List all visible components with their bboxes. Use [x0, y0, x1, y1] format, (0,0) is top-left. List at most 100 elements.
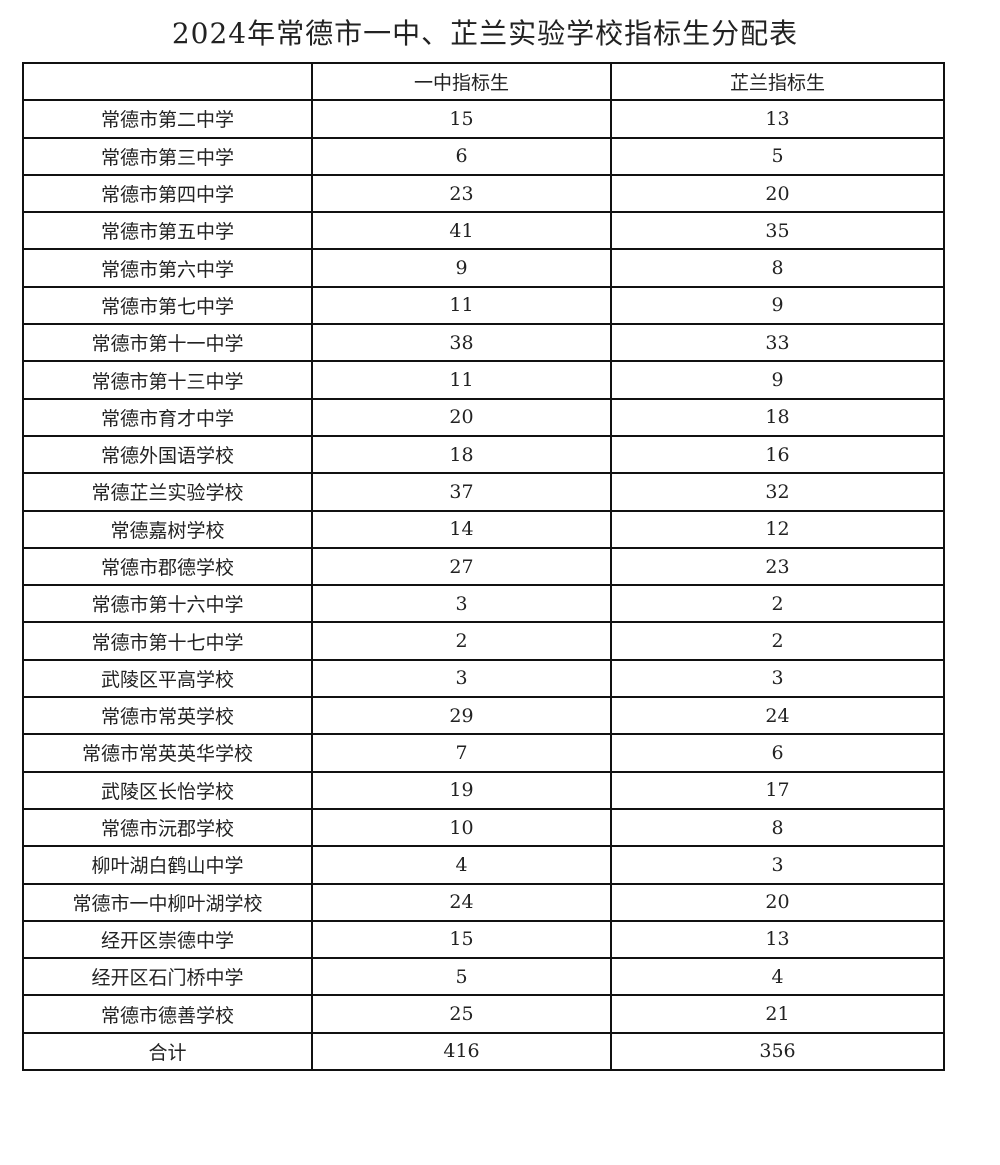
table-row: 常德市第六中学 9 8 [22, 248, 945, 288]
yizhong-quota-cell: 37 [311, 472, 612, 512]
table-row: 常德嘉树学校 14 12 [22, 509, 945, 549]
zhilan-quota-cell: 9 [610, 285, 945, 326]
zhilan-quota-cell: 9 [610, 360, 945, 400]
table-row: 常德市常英学校 29 24 [22, 696, 945, 736]
school-name-cell: 常德市第五中学 [22, 211, 313, 251]
table-row: 常德芷兰实验学校 37 32 [22, 472, 945, 512]
school-name-cell: 常德市德善学校 [22, 994, 313, 1034]
table-row: 常德市第三中学 6 5 [22, 136, 945, 176]
school-name-cell: 经开区石门桥中学 [22, 957, 313, 997]
zhilan-quota-cell: 35 [610, 211, 945, 251]
yizhong-quota-cell: 29 [311, 696, 612, 736]
school-name-cell: 武陵区平高学校 [22, 658, 313, 699]
school-name-cell: 常德芷兰实验学校 [22, 472, 313, 512]
header-cell-zhilan: 芷兰指标生 [610, 61, 945, 102]
zhilan-quota-cell: 13 [610, 99, 945, 139]
yizhong-quota-cell: 14 [311, 509, 612, 549]
school-name-cell: 常德市第七中学 [22, 285, 313, 326]
zhilan-quota-cell: 2 [610, 584, 945, 624]
school-name-cell: 常德市第十三中学 [22, 360, 313, 400]
zhilan-quota-cell: 6 [610, 733, 945, 773]
zhilan-quota-cell: 16 [610, 434, 945, 475]
zhilan-quota-cell: 5 [610, 136, 945, 176]
yizhong-quota-cell: 4 [311, 845, 612, 885]
school-name-cell: 常德市第六中学 [22, 248, 313, 288]
zhilan-quota-cell: 20 [610, 882, 945, 922]
yizhong-quota-cell: 18 [311, 434, 612, 475]
yizhong-quota-cell: 11 [311, 285, 612, 326]
school-name-cell: 常德市常英英华学校 [22, 733, 313, 773]
zhilan-quota-cell: 13 [610, 919, 945, 960]
table-row: 常德市沅郡学校 10 8 [22, 807, 945, 848]
zhilan-quota-cell: 4 [610, 957, 945, 997]
school-name-cell: 常德市第三中学 [22, 136, 313, 176]
table-row: 常德市第七中学 11 9 [22, 285, 945, 326]
yizhong-quota-cell: 15 [311, 99, 612, 139]
school-name-cell: 常德市第十一中学 [22, 323, 313, 363]
table-row: 柳叶湖白鹤山中学 4 3 [22, 845, 945, 885]
yizhong-quota-cell: 24 [311, 882, 612, 922]
table-row: 常德市第十三中学 11 9 [22, 360, 945, 400]
yizhong-quota-cell: 7 [311, 733, 612, 773]
header-cell-school [22, 61, 313, 102]
yizhong-quota-cell: 41 [311, 211, 612, 251]
table-row: 常德市第十六中学 3 2 [22, 584, 945, 624]
total-zhilan-cell: 356 [610, 1031, 945, 1072]
total-yizhong-cell: 416 [311, 1031, 612, 1072]
yizhong-quota-cell: 10 [311, 807, 612, 848]
table-row: 常德市德善学校 25 21 [22, 994, 945, 1034]
yizhong-quota-cell: 23 [311, 173, 612, 214]
total-label-cell: 合计 [22, 1031, 313, 1072]
school-name-cell: 常德市育才中学 [22, 397, 313, 437]
yizhong-quota-cell: 9 [311, 248, 612, 288]
school-name-cell: 常德市第十六中学 [22, 584, 313, 624]
zhilan-quota-cell: 32 [610, 472, 945, 512]
table-row: 常德市第二中学 15 13 [22, 99, 945, 139]
header-cell-yizhong: 一中指标生 [311, 61, 612, 102]
zhilan-quota-cell: 20 [610, 173, 945, 214]
yizhong-quota-cell: 19 [311, 770, 612, 810]
table-row: 常德市第四中学 23 20 [22, 173, 945, 214]
table-row: 武陵区长怡学校 19 17 [22, 770, 945, 810]
table-row: 常德市育才中学 20 18 [22, 397, 945, 437]
zhilan-quota-cell: 3 [610, 845, 945, 885]
yizhong-quota-cell: 3 [311, 658, 612, 699]
table-row: 常德市常英英华学校 7 6 [22, 733, 945, 773]
document-title: 2024年常德市一中、芷兰实验学校指标生分配表 [171, 17, 799, 50]
total-row: 合计 416 356 [22, 1031, 945, 1072]
school-name-cell: 常德市沅郡学校 [22, 807, 313, 848]
yizhong-quota-cell: 25 [311, 994, 612, 1034]
yizhong-quota-cell: 27 [311, 546, 612, 587]
yizhong-quota-cell: 2 [311, 621, 612, 661]
school-name-cell: 经开区崇德中学 [22, 919, 313, 960]
zhilan-quota-cell: 12 [610, 509, 945, 549]
table-row: 经开区崇德中学 15 13 [22, 919, 945, 960]
school-name-cell: 常德市常英学校 [22, 696, 313, 736]
yizhong-quota-cell: 20 [311, 397, 612, 437]
table-header-row: 一中指标生 芷兰指标生 [22, 61, 945, 102]
yizhong-quota-cell: 3 [311, 584, 612, 624]
zhilan-quota-cell: 21 [610, 994, 945, 1034]
school-name-cell: 常德市第十七中学 [22, 621, 313, 661]
school-name-cell: 常德外国语学校 [22, 434, 313, 475]
school-name-cell: 常德市第四中学 [22, 173, 313, 214]
table-row: 常德市第十一中学 38 33 [22, 323, 945, 363]
zhilan-quota-cell: 23 [610, 546, 945, 587]
zhilan-quota-cell: 3 [610, 658, 945, 699]
school-name-cell: 常德市第二中学 [22, 99, 313, 139]
zhilan-quota-cell: 24 [610, 696, 945, 736]
table-row: 常德市第十七中学 2 2 [22, 621, 945, 661]
table-row: 常德市一中柳叶湖学校 24 20 [22, 882, 945, 922]
table-row: 常德市第五中学 41 35 [22, 211, 945, 251]
table-row: 武陵区平高学校 3 3 [22, 658, 945, 699]
zhilan-quota-cell: 8 [610, 807, 945, 848]
yizhong-quota-cell: 11 [311, 360, 612, 400]
school-name-cell: 常德嘉树学校 [22, 509, 313, 549]
school-name-cell: 柳叶湖白鹤山中学 [22, 845, 313, 885]
yizhong-quota-cell: 6 [311, 136, 612, 176]
school-name-cell: 常德市一中柳叶湖学校 [22, 882, 313, 922]
school-name-cell: 常德市郡德学校 [22, 546, 313, 587]
zhilan-quota-cell: 18 [610, 397, 945, 437]
school-name-cell: 武陵区长怡学校 [22, 770, 313, 810]
zhilan-quota-cell: 2 [610, 621, 945, 661]
